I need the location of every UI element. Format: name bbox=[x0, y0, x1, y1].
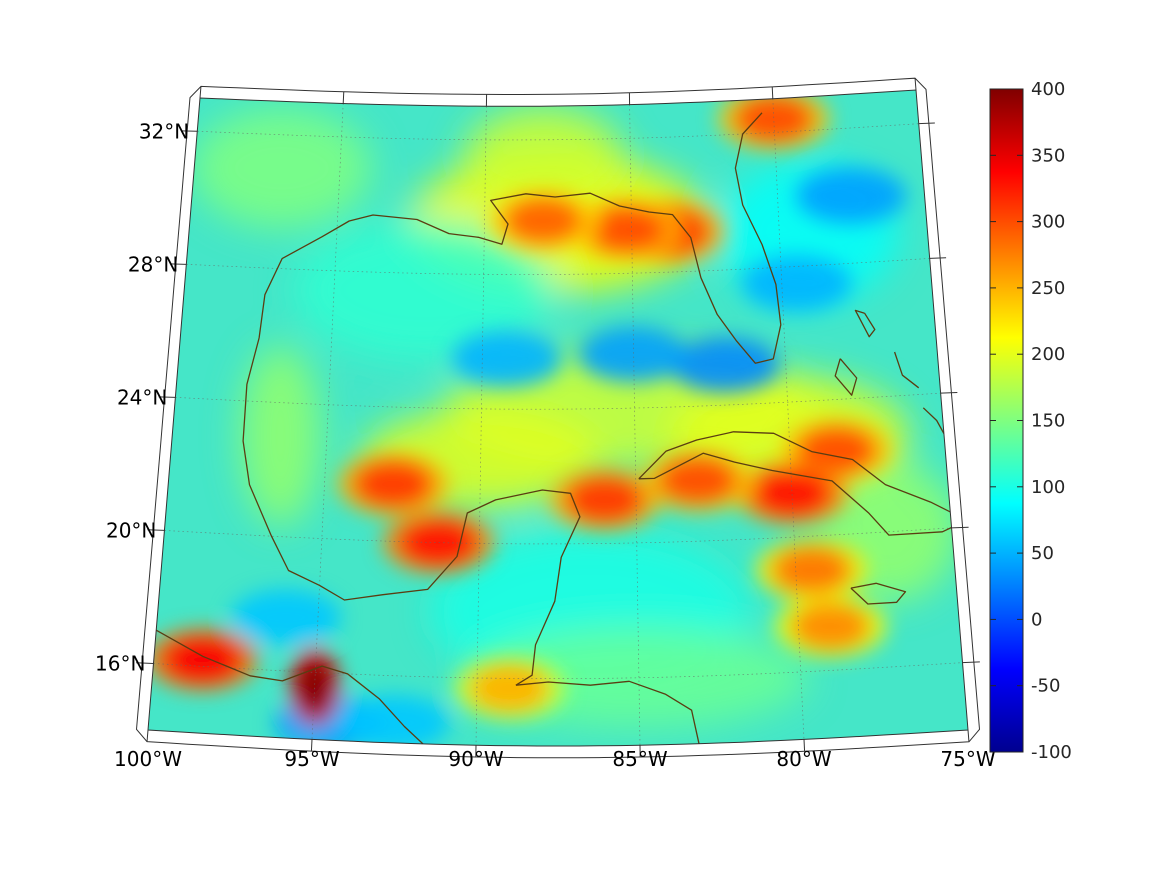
high-value-spot bbox=[790, 602, 871, 651]
coastline-segment bbox=[834, 358, 858, 396]
lat-tick bbox=[918, 122, 935, 125]
coastline-segment bbox=[850, 582, 907, 605]
colorbar-tick-label: -50 bbox=[1031, 676, 1060, 697]
lon-label: 95°W bbox=[284, 747, 339, 771]
lat-label: 24°N bbox=[117, 385, 167, 409]
coastline-segment bbox=[893, 351, 920, 389]
lat-tick bbox=[136, 662, 154, 664]
lat-tick bbox=[158, 396, 176, 398]
low-value-spot bbox=[741, 255, 852, 312]
high-value-spot bbox=[296, 655, 333, 716]
graticule bbox=[153, 98, 963, 746]
latitude-labels: 32°N 28°N 24°N 20°N 16°N bbox=[95, 119, 189, 675]
lon-tick bbox=[199, 86, 202, 99]
colorbar-tick-label: 350 bbox=[1031, 145, 1065, 166]
field-zone bbox=[240, 346, 321, 527]
lat-tick bbox=[940, 391, 958, 394]
high-value-spot bbox=[469, 664, 550, 713]
lat-tick bbox=[929, 257, 947, 259]
data-field bbox=[148, 90, 968, 746]
lon-tick bbox=[803, 739, 806, 752]
low-value-spot bbox=[669, 336, 780, 393]
map-frame-outer bbox=[135, 77, 981, 759]
colorbar-tick-label: 150 bbox=[1031, 411, 1065, 432]
parallel-line bbox=[197, 123, 919, 141]
low-value-spot bbox=[795, 167, 906, 224]
colorbar-tick-label: 100 bbox=[1031, 477, 1065, 498]
meridian-line bbox=[772, 98, 805, 740]
field-zone bbox=[293, 220, 554, 361]
lat-label: 16°N bbox=[95, 651, 145, 675]
low-value-spot bbox=[339, 694, 450, 746]
colorbar-ticks: 400 350 300 250 200 150 100 50 0 -50 -100 bbox=[990, 79, 1072, 763]
lon-label: 100°W bbox=[114, 747, 182, 771]
high-value-spot bbox=[162, 635, 243, 684]
lat-tick bbox=[951, 526, 969, 529]
meridian-line bbox=[475, 106, 487, 746]
coastline-segment bbox=[854, 309, 876, 338]
high-value-spot bbox=[564, 475, 645, 524]
lat-label: 28°N bbox=[128, 252, 178, 276]
high-value-spot bbox=[733, 94, 814, 143]
frame-ticks bbox=[136, 78, 980, 758]
parallel-line bbox=[153, 662, 963, 679]
low-value-spot bbox=[451, 330, 562, 387]
lon-tick bbox=[967, 729, 970, 742]
colorbar-tick-label: 300 bbox=[1031, 212, 1065, 233]
colorbar: 400 350 300 250 200 150 100 50 0 -50 -100 bbox=[989, 79, 1072, 763]
high-value-spot bbox=[585, 205, 666, 254]
colorbar-tick-label: 50 bbox=[1031, 543, 1054, 564]
low-value-spot bbox=[578, 326, 689, 383]
lon-tick bbox=[342, 91, 345, 104]
lon-tick bbox=[146, 729, 149, 742]
coastline-segment bbox=[242, 337, 581, 686]
colorbar-tick-label: 0 bbox=[1031, 609, 1042, 630]
colorbar-tick-label: -100 bbox=[1031, 742, 1072, 763]
map-panel bbox=[135, 77, 981, 759]
lat-tick bbox=[962, 661, 980, 664]
parallel-line bbox=[175, 392, 941, 410]
high-value-spot bbox=[503, 196, 584, 245]
colorbar-tick-label: 400 bbox=[1031, 79, 1065, 100]
lon-label: 90°W bbox=[448, 747, 503, 771]
high-value-spot bbox=[353, 460, 434, 509]
colorbar-tick-label: 250 bbox=[1031, 278, 1065, 299]
longitude-labels: 100°W 95°W 90°W 85°W 80°W 75°W bbox=[114, 747, 996, 771]
high-value-spot bbox=[657, 456, 738, 505]
lat-label: 20°N bbox=[106, 518, 156, 542]
high-value-spot bbox=[771, 545, 852, 594]
coastline-segment bbox=[515, 680, 700, 744]
lon-tick bbox=[771, 86, 774, 99]
lon-label: 75°W bbox=[940, 747, 995, 771]
parallel-line bbox=[164, 527, 952, 545]
colorbar-tick-label: 200 bbox=[1031, 344, 1065, 365]
lon-tick bbox=[310, 739, 313, 752]
field-zone bbox=[191, 108, 372, 229]
lon-tick bbox=[914, 78, 917, 91]
meridian-line bbox=[629, 104, 641, 746]
high-value-spot bbox=[398, 518, 479, 567]
lat-label: 32°N bbox=[139, 119, 189, 143]
low-value-spot bbox=[230, 589, 341, 646]
field-zone bbox=[463, 106, 624, 207]
lon-label: 80°W bbox=[776, 747, 831, 771]
lon-label: 85°W bbox=[612, 747, 667, 771]
coastline-segment bbox=[258, 112, 782, 364]
lat-tick bbox=[147, 529, 165, 531]
high-value-spot bbox=[752, 469, 833, 518]
coastline-segment bbox=[922, 407, 945, 434]
coastline-segment bbox=[155, 629, 428, 746]
